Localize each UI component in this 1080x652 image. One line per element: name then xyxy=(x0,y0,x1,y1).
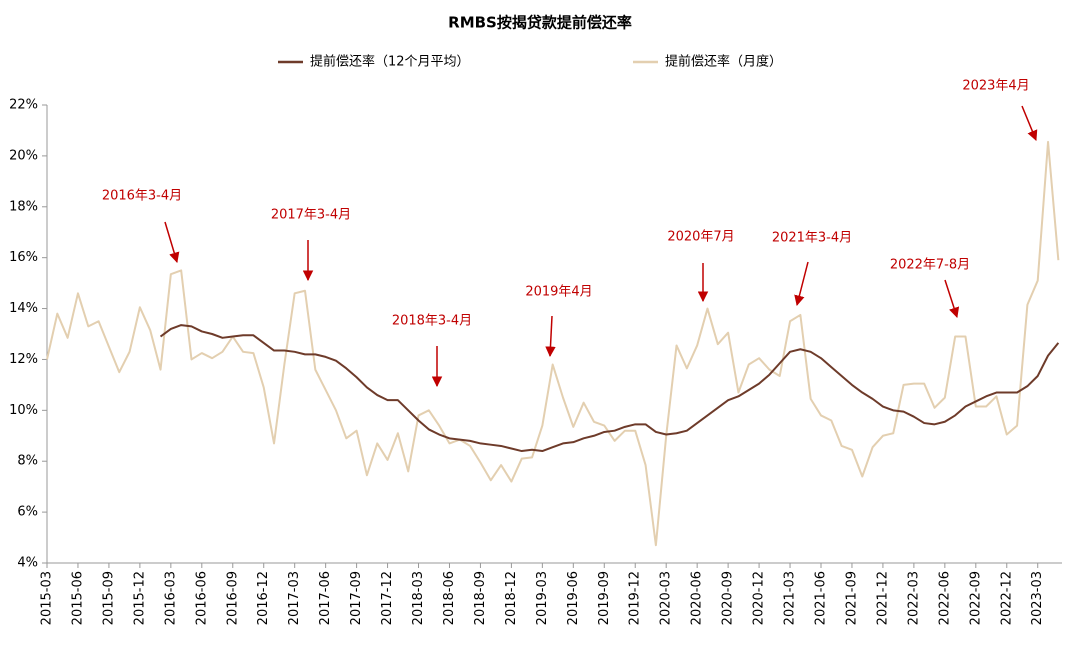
x-tick-label: 2022-03 xyxy=(906,571,921,625)
annotation: 2017年3-4月 xyxy=(271,208,351,223)
x-tick-label: 2022-12 xyxy=(999,571,1014,625)
annotation-arrow xyxy=(944,279,960,318)
y-tick-label: 10% xyxy=(9,403,38,418)
series-line xyxy=(46,140,1060,547)
y-tick-label: 6% xyxy=(17,505,38,520)
legend-label: 提前偿还率（月度） xyxy=(665,54,782,70)
x-tick-label: 2018-03 xyxy=(411,571,426,625)
x-tick-label: 2016-03 xyxy=(163,571,178,625)
x-tick-label: 2016-09 xyxy=(225,571,240,625)
x-tick-label: 2022-09 xyxy=(968,571,983,625)
x-tick-label: 2019-06 xyxy=(566,571,581,625)
chart-title: RMBS按揭贷款提前偿还率 xyxy=(448,14,632,32)
x-tick-label: 2021-03 xyxy=(783,571,798,625)
x-tick-label: 2015-03 xyxy=(40,571,55,625)
x-tick-label: 2019-03 xyxy=(535,571,550,625)
x-tick-label: 2018-06 xyxy=(442,571,457,625)
legend-label: 提前偿还率（12个月平均） xyxy=(310,54,470,70)
x-tick-label: 2020-09 xyxy=(721,571,736,625)
annotation-arrow xyxy=(794,261,809,307)
x-tick-label: 2021-06 xyxy=(814,571,829,625)
annotation: 2019年4月 xyxy=(525,285,592,300)
y-tick-label: 8% xyxy=(17,454,38,469)
x-tick-label: 2018-09 xyxy=(473,571,488,625)
y-tick-label: 16% xyxy=(9,250,38,265)
x-tick-label: 2016-12 xyxy=(256,571,271,625)
annotation: 2022年7-8月 xyxy=(890,258,970,273)
y-tick-label: 18% xyxy=(9,199,38,214)
x-tick-label: 2021-12 xyxy=(875,571,890,625)
series-line xyxy=(159,324,1060,453)
x-tick-label: 2021-09 xyxy=(844,571,859,625)
annotation: 2020年7月 xyxy=(667,230,734,245)
y-tick-label: 20% xyxy=(9,148,38,163)
x-tick-label: 2017-12 xyxy=(380,571,395,625)
annotation: 2016年3-4月 xyxy=(102,189,182,204)
annotation: 2023年4月 xyxy=(962,79,1029,94)
y-tick-label: 22% xyxy=(9,98,38,113)
y-tick-label: 14% xyxy=(9,301,38,316)
x-tick-label: 2015-09 xyxy=(101,571,116,625)
x-tick-label: 2023-03 xyxy=(1030,571,1045,625)
x-tick-label: 2016-06 xyxy=(194,571,209,625)
annotation-arrow xyxy=(164,221,180,264)
x-tick-label: 2015-06 xyxy=(70,571,85,625)
x-tick-label: 2020-03 xyxy=(659,571,674,625)
y-tick-label: 4% xyxy=(17,556,38,571)
x-tick-label: 2022-06 xyxy=(937,571,952,625)
annotation: 2021年3-4月 xyxy=(772,231,852,246)
x-tick-label: 2015-12 xyxy=(132,571,147,625)
annotation: 2018年3-4月 xyxy=(392,314,472,329)
annotation-arrow xyxy=(1021,105,1038,141)
x-tick-label: 2020-06 xyxy=(690,571,705,625)
x-tick-label: 2017-09 xyxy=(349,571,364,625)
x-tick-label: 2019-12 xyxy=(628,571,643,625)
annotation-arrow xyxy=(545,315,556,358)
x-tick-label: 2017-06 xyxy=(318,571,333,625)
x-tick-label: 2020-12 xyxy=(752,571,767,625)
x-tick-label: 2018-12 xyxy=(504,571,519,625)
x-tick-label: 2019-09 xyxy=(597,571,612,625)
x-tick-label: 2017-03 xyxy=(287,571,302,625)
y-tick-label: 12% xyxy=(9,352,38,367)
